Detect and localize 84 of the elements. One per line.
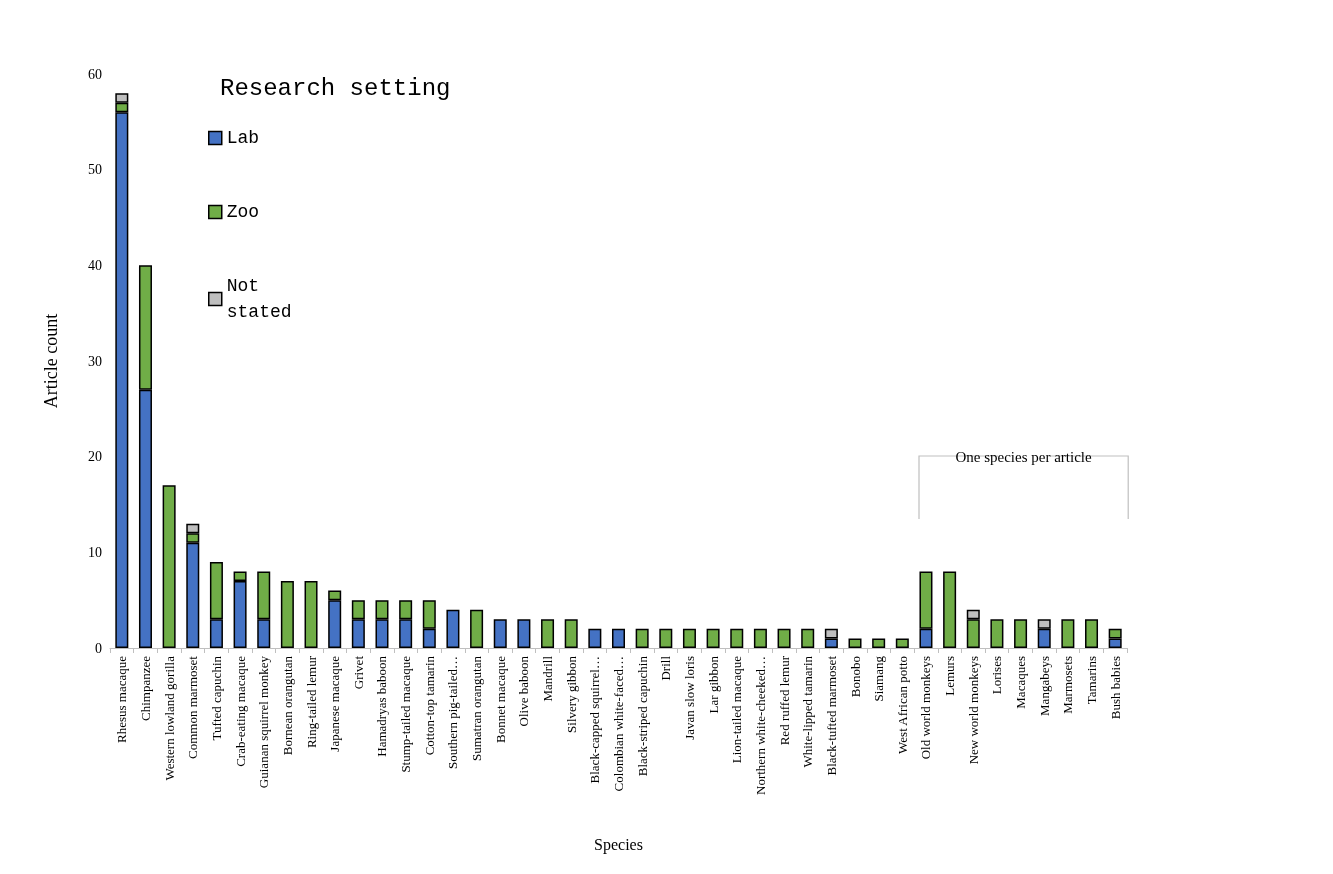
x-tick-label: Black-capped squirrel…: [587, 656, 603, 784]
y-tick-label: 30: [88, 353, 102, 369]
x-tick-label: Hamadryas baboon: [374, 655, 390, 757]
x-tick-label: Bonnet macaque: [492, 655, 508, 743]
x-tick-label: Western lowland gorilla: [161, 655, 177, 781]
x-tick-label: West African potto: [894, 656, 910, 754]
x-tick-label: Sumatran orangutan: [469, 655, 485, 762]
x-tick-label: Siamang: [871, 655, 887, 702]
y-tick-label: 20: [88, 449, 102, 465]
bar: [801, 628, 815, 648]
x-tick-label: Macaques: [1013, 656, 1029, 709]
x-tick-label: Rhesus macaque: [114, 655, 130, 744]
bar: [446, 609, 460, 648]
x-tick-label: Old world monkeys: [918, 656, 934, 760]
x-tick-label: Olive baboon: [516, 655, 532, 727]
x-tick-label: Tufted capuchin: [208, 655, 224, 741]
x-tick-label: Bonobo: [847, 656, 863, 698]
x-tick-label: Northern white-cheeked…: [752, 656, 768, 795]
legend-label: Not stated: [226, 276, 292, 322]
bar: [777, 628, 791, 648]
bar: [895, 638, 909, 648]
x-tick-label: Grivet: [350, 655, 366, 690]
x-tick-label: Cotton-top tamarin: [421, 655, 437, 756]
x-tick-label: Stump-tailed macaque: [398, 655, 414, 773]
bar: [1061, 619, 1075, 648]
x-tick-label: Red ruffed lemur: [776, 655, 792, 746]
bar: [541, 619, 555, 648]
x-tick-label: Chimpanzee: [137, 655, 153, 721]
x-tick-label: Silvery gibbon: [563, 655, 579, 733]
bar: [470, 609, 484, 648]
x-tick-label: Southern pig-tailed…: [445, 656, 461, 770]
x-tick-label: Guianan squirrel monkey: [256, 655, 272, 789]
x-tick-label: Japanese macaque: [327, 655, 343, 752]
bar: [682, 628, 696, 648]
x-tick-label: Tamarins: [1084, 656, 1100, 705]
bar: [943, 571, 957, 648]
legend-title: Research setting: [220, 74, 451, 102]
bar: [659, 628, 673, 648]
bar: [753, 628, 767, 648]
x-tick-label: Crab-eating macaque: [232, 655, 248, 767]
y-tick-label: 40: [88, 257, 102, 273]
x-tick-label: Lorises: [989, 656, 1005, 695]
y-tick-label: 0: [95, 640, 102, 656]
bar: [635, 628, 649, 648]
legend-label: Zoo: [226, 202, 260, 222]
bar: [280, 581, 294, 648]
bar: [517, 619, 531, 648]
y-tick-label: 10: [88, 544, 102, 560]
x-tick-label: Common marmoset: [185, 655, 201, 759]
x-tick-label: Lemurs: [942, 656, 958, 696]
x-tick-label: Mangabeys: [1036, 656, 1052, 716]
bar: [304, 581, 318, 648]
y-tick-label: 50: [88, 162, 102, 178]
x-tick-label: Black-tufted marmoset: [823, 655, 839, 776]
bar: [848, 638, 862, 648]
x-axis-title: Species: [594, 835, 643, 854]
legend-label: Lab: [226, 128, 260, 148]
bar: [730, 628, 744, 648]
x-tick-label: Colombian white-faced…: [611, 656, 626, 792]
x-tick-label: Black-striped capuchin: [634, 655, 650, 777]
bar: [1085, 619, 1099, 648]
bar: [990, 619, 1004, 648]
x-tick-label: Ring-tailed lemur: [303, 655, 319, 749]
x-tick-label: Bornean orangutan: [279, 655, 295, 756]
y-axis-title: Article count: [41, 313, 61, 409]
x-tick-label: Bush babies: [1107, 656, 1123, 720]
bar: [162, 485, 176, 648]
x-tick-label: Javan slow loris: [681, 656, 697, 740]
bar: [612, 628, 625, 648]
x-tick-label: White-lipped tamarin: [800, 655, 816, 768]
x-tick-label: Lar gibbon: [705, 655, 721, 714]
x-tick-label: Mandrill: [540, 655, 556, 702]
bar: [1014, 619, 1028, 648]
bar: [872, 638, 886, 648]
x-tick-label: New world monkeys: [965, 656, 981, 765]
x-tick-label: Drill: [658, 655, 674, 681]
bar: [588, 628, 602, 648]
x-tick-label: Marmosets: [1060, 656, 1076, 714]
y-tick-label: 60: [88, 66, 102, 82]
bar: [564, 619, 578, 648]
x-tick-label: Lion-tailed macaque: [729, 655, 745, 764]
bar: [493, 619, 507, 648]
annotation: One species per article: [954, 447, 1093, 467]
bar: [706, 628, 720, 648]
